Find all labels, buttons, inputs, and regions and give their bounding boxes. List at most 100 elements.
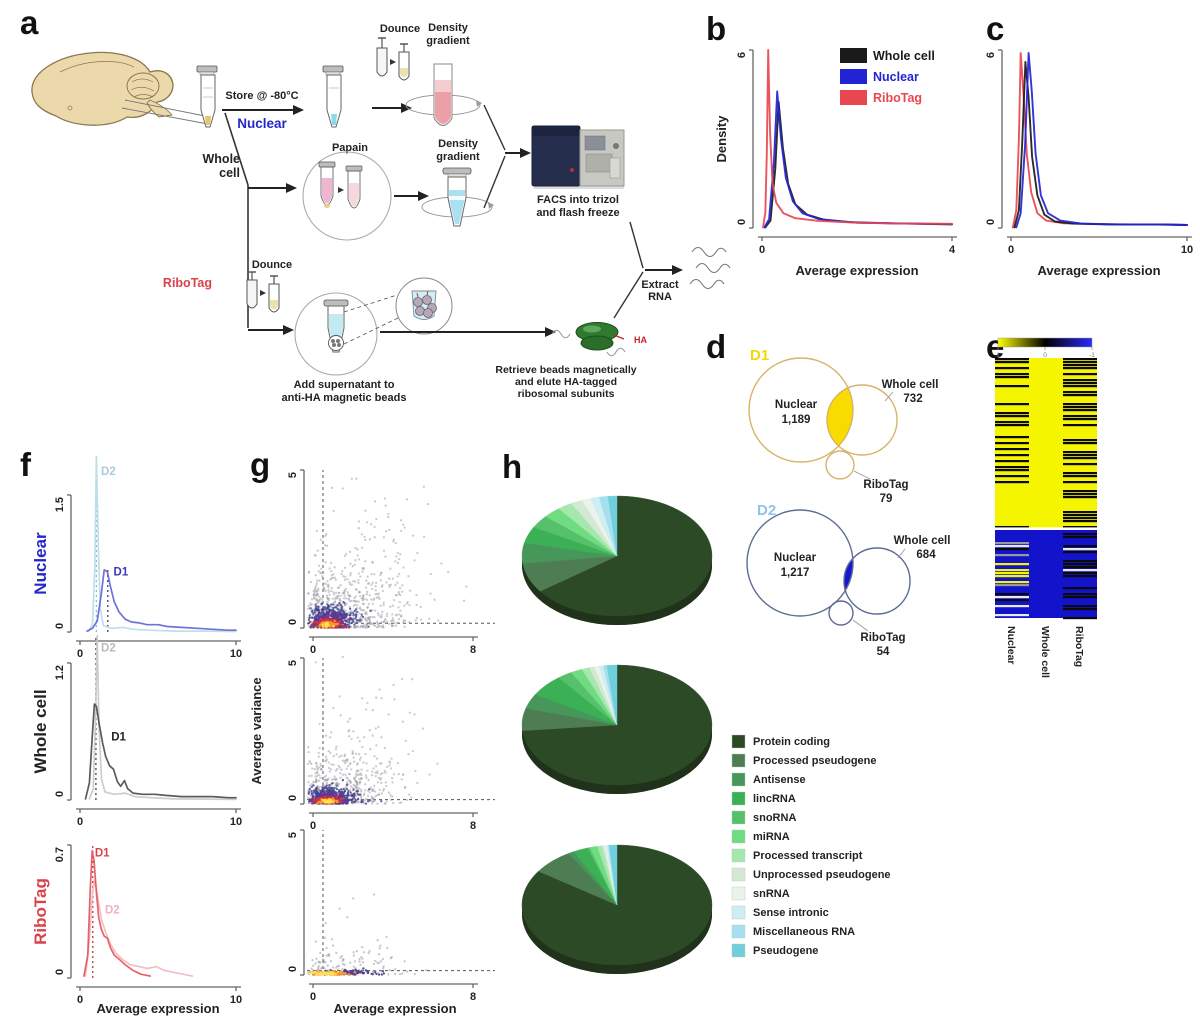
scatter-point (346, 916, 349, 919)
scatter-point (358, 612, 361, 615)
scatter-point (322, 792, 325, 796)
scatter-point (308, 801, 311, 805)
scatter-point (332, 706, 335, 710)
scatter-point (332, 591, 335, 594)
ribosome-icon (551, 322, 626, 357)
scatter-point (397, 617, 401, 621)
scatter-point (347, 626, 351, 629)
scatter-point (316, 772, 319, 775)
curve-Nuclear (763, 90, 953, 229)
scatter-point (329, 791, 333, 794)
scatter-point (321, 966, 324, 969)
scatter-point (374, 589, 377, 592)
legend-swatch (731, 905, 746, 920)
scatter-point (373, 624, 377, 628)
heatmap-stripe (1063, 364, 1097, 367)
heatmap-stripe (995, 542, 1029, 545)
scatter-point (405, 498, 409, 501)
scatter-point (313, 615, 316, 619)
heatmap-stripe (1063, 563, 1097, 566)
scatter-point (380, 620, 383, 624)
scatter-point (326, 964, 329, 967)
scatter-point (391, 616, 394, 620)
scatter-point (321, 958, 324, 961)
scatter-point (346, 620, 349, 623)
scatter-point (355, 763, 359, 766)
heatmap-stripe (995, 563, 1029, 566)
scatter-point (328, 972, 332, 975)
scatter-layer (323, 893, 404, 976)
scatter-point (362, 802, 366, 805)
scatter-point (332, 593, 336, 596)
heatmap-stripe (995, 442, 1029, 445)
scatter-point (337, 586, 341, 589)
scatter-point (353, 623, 356, 626)
scatter-point (381, 771, 384, 775)
scatter-point (323, 544, 327, 547)
tick-label: 0 (310, 820, 316, 832)
scatter-point (326, 787, 329, 790)
scatter-point (364, 617, 367, 620)
scatter-point (355, 785, 358, 788)
scatter-point (315, 581, 318, 585)
scatter-point (357, 591, 361, 594)
scatter-point (340, 768, 343, 771)
scatter-point (380, 736, 383, 739)
dissection-line (121, 107, 209, 125)
tick-label: 0 (54, 969, 66, 975)
scatter-point (382, 972, 386, 975)
legend-swatch (731, 810, 746, 825)
scatter-point (401, 720, 404, 723)
scatter-point (319, 762, 322, 766)
heatmap-stripe (1063, 517, 1097, 520)
tick-label: 5 (287, 660, 299, 666)
scatter-point (371, 602, 374, 605)
heatmap-stripe (995, 475, 1029, 478)
heatmap-stripe (1063, 481, 1097, 484)
scatter-point (384, 771, 387, 774)
scatter-point (363, 799, 367, 802)
heatmap-stripe (1063, 608, 1097, 611)
scatter-point (348, 717, 352, 720)
scatter-point (348, 605, 351, 609)
scatter-point (315, 796, 318, 799)
scatter-point (390, 777, 394, 780)
scatter-point (351, 750, 354, 753)
scatter-point (345, 602, 348, 605)
scatter-point (387, 583, 391, 587)
heatmap-column-label: Nuclear (1005, 626, 1017, 665)
scatter-point (391, 795, 394, 798)
scatter-point (368, 791, 371, 794)
scatter-point (315, 957, 318, 961)
legend-swatch (731, 772, 746, 787)
whole-cell-branch-label: cell (219, 166, 240, 180)
scatter-point (307, 750, 310, 754)
scatter-point (312, 780, 315, 783)
scatter-point (356, 610, 359, 614)
scatter-point (322, 612, 325, 616)
scatter-point (323, 784, 326, 787)
scatter-point (402, 621, 405, 624)
scatter-point (327, 790, 331, 793)
scatter-point (404, 739, 407, 743)
legend-swatch (840, 48, 867, 63)
scatter-point (327, 604, 330, 607)
scatter-point (326, 799, 329, 802)
x-axis-title: Average expression (333, 1001, 456, 1016)
scatter-point (385, 612, 389, 616)
scatter-point (428, 773, 431, 776)
scatter-point (325, 621, 328, 625)
heatmap-stripe (1063, 439, 1097, 442)
row-label-0: Nuclear (31, 532, 50, 595)
scatter-point (372, 788, 375, 791)
scatter-point (371, 615, 374, 619)
heatmap-stripe (1063, 605, 1097, 608)
scatter-point (335, 595, 338, 598)
scatter-point (317, 787, 320, 790)
scatter-point (352, 965, 355, 968)
scatter-point (308, 774, 311, 778)
scatter-point (358, 607, 362, 610)
heatmap-stripe (1063, 493, 1097, 496)
heatmap-stripe (995, 599, 1029, 602)
scatter-point (332, 971, 335, 974)
